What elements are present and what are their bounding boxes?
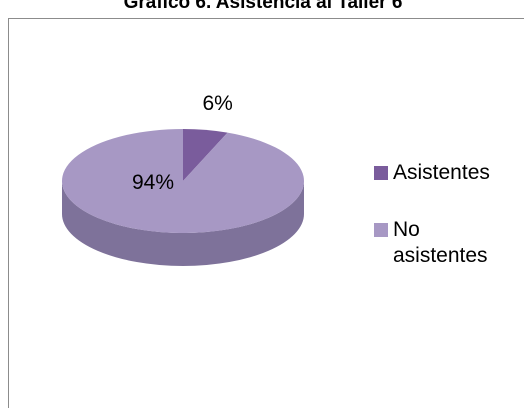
chart-title: Gráfico 6. Asistencia al Taller 6: [123, 0, 403, 13]
legend-label-asistentes: Asistentes: [393, 161, 490, 184]
pie-data-labels: 6% 94%: [132, 92, 233, 194]
pie-slice-asistentes: [183, 129, 228, 181]
pie-slices: [61, 129, 304, 233]
legend-swatch-asistentes: [374, 166, 388, 180]
data-label-asistentes: 6%: [202, 92, 232, 115]
pie-chart: 6% 94%: [61, 92, 304, 266]
data-label-no-asistentes: 94%: [132, 171, 174, 194]
legend-swatch-no-asistentes: [374, 223, 388, 237]
chart-frame: [8, 18, 524, 408]
legend-item-no-asistentes: No asistentes: [374, 217, 508, 269]
pie-side-no-asistentes: [62, 181, 304, 266]
legend-item-asistentes: Asistentes: [374, 160, 523, 186]
pie-depth: [62, 181, 304, 266]
legend-label-no-asistentes: No asistentes: [393, 218, 488, 267]
pie-slice-no-asistentes: [61, 129, 304, 233]
